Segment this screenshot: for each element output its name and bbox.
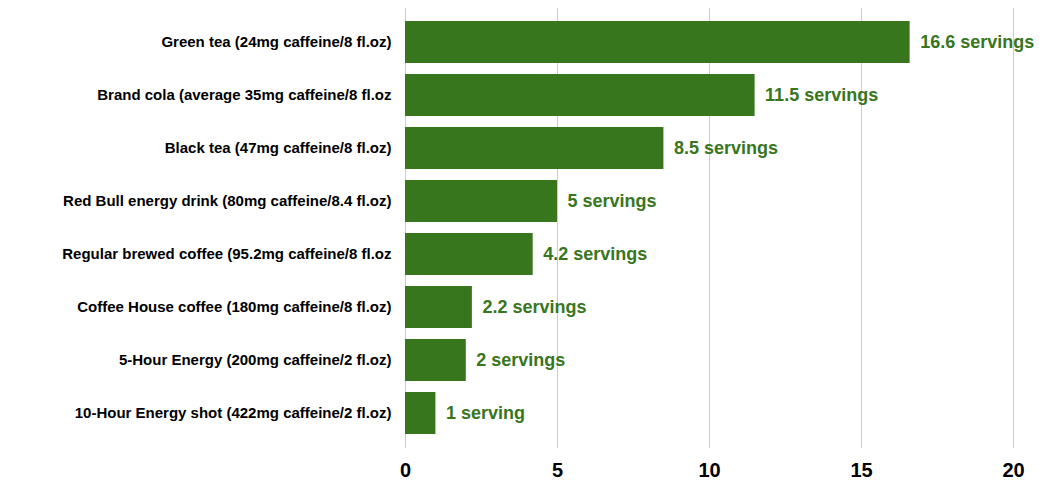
svg-text:1 serving: 1 serving <box>446 403 525 423</box>
svg-text:10: 10 <box>698 459 720 481</box>
svg-text:Coffee House coffee (180mg caf: Coffee House coffee (180mg caffeine/8 fl… <box>77 298 391 315</box>
svg-text:2.2 servings: 2.2 servings <box>482 297 586 317</box>
svg-text:4.2 servings: 4.2 servings <box>543 244 647 264</box>
svg-text:Brand cola (average 35mg caffe: Brand cola (average 35mg caffeine/8 fl.o… <box>97 86 391 103</box>
svg-text:5 servings: 5 servings <box>568 191 657 211</box>
svg-text:5: 5 <box>552 459 563 481</box>
svg-text:8.5 servings: 8.5 servings <box>674 138 778 158</box>
svg-text:16.6 servings: 16.6 servings <box>920 32 1034 52</box>
svg-text:0: 0 <box>400 459 411 481</box>
svg-text:Black tea (47mg caffeine/8 fl.: Black tea (47mg caffeine/8 fl.oz) <box>165 139 392 156</box>
svg-text:Regular brewed coffee (95.2mg: Regular brewed coffee (95.2mg caffeine/8… <box>62 245 391 262</box>
svg-text:15: 15 <box>850 459 872 481</box>
svg-text:10-Hour Energy shot (422mg caf: 10-Hour Energy shot (422mg caffeine/2 fl… <box>75 404 392 421</box>
svg-text:11.5 servings: 11.5 servings <box>765 85 878 105</box>
svg-text:5-Hour Energy (200mg caffeine/: 5-Hour Energy (200mg caffeine/2 fl.oz) <box>119 351 392 368</box>
svg-text:Red Bull energy drink (80mg ca: Red Bull energy drink (80mg caffeine/8.4… <box>63 192 391 209</box>
svg-text:Green tea (24mg caffeine/8 fl.: Green tea (24mg caffeine/8 fl.oz) <box>161 33 391 50</box>
svg-text:2 servings: 2 servings <box>476 350 565 370</box>
svg-text:20: 20 <box>1002 459 1024 481</box>
